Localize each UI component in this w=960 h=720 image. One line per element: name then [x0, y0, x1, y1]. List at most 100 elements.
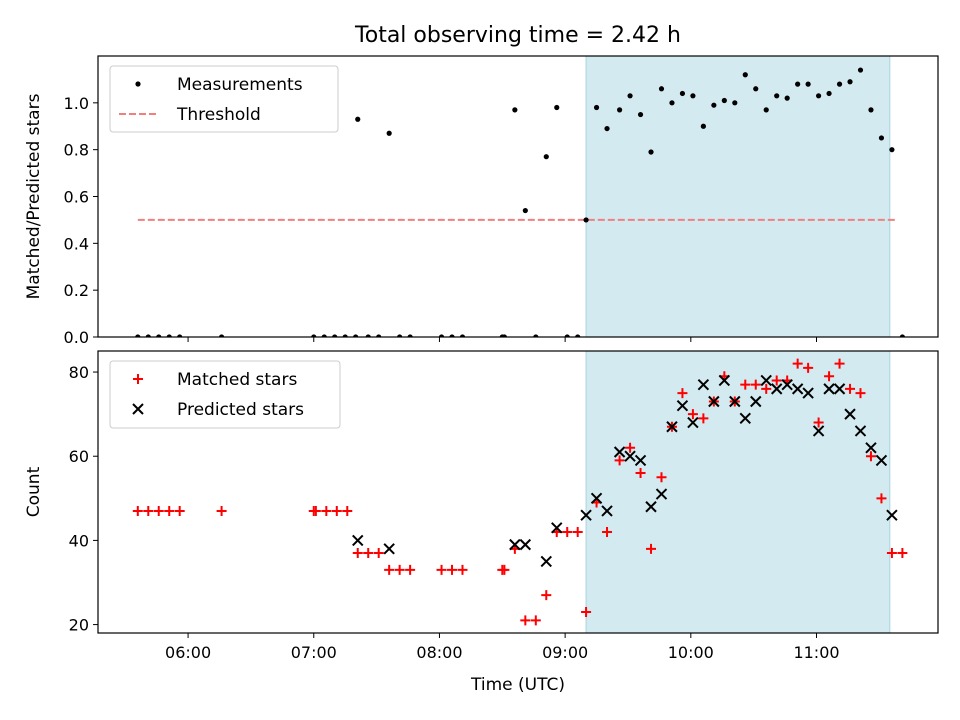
measurement-point	[386, 130, 392, 136]
matched-star-point	[792, 358, 803, 369]
measurement-point	[353, 334, 359, 337]
measurement-point	[449, 334, 455, 337]
matched-star-point	[394, 564, 405, 575]
measurement-point	[543, 154, 549, 160]
matched-star-point	[373, 548, 384, 559]
matched-star-point	[457, 564, 468, 575]
measurement-point	[637, 111, 644, 118]
matched-star-point	[646, 543, 657, 554]
measurement-point	[616, 107, 623, 113]
predicted-star-point	[718, 374, 731, 387]
measurement-point	[889, 147, 895, 153]
predicted-star-point	[580, 509, 592, 521]
y-tick-label: 60	[69, 447, 89, 466]
measurement-point	[135, 334, 141, 337]
predicted-star-point	[875, 454, 888, 467]
matched-star-point	[164, 505, 175, 516]
matched-star-point	[572, 526, 583, 537]
matched-star-point	[855, 388, 866, 399]
matched-star-point	[834, 358, 845, 369]
data-marks	[135, 67, 905, 337]
predicted-star-point	[750, 395, 762, 408]
observing-window-band	[585, 55, 891, 338]
matched-star-point	[153, 505, 164, 516]
measurement-point	[690, 93, 696, 99]
x-tick-label: 09:00	[542, 643, 588, 662]
predicted-star-point	[812, 425, 825, 437]
matched-star-point	[876, 493, 887, 504]
legend: Matched stars Predicted stars	[109, 360, 341, 429]
measurement-point	[857, 67, 864, 73]
x-tick-label: 10:00	[668, 643, 714, 662]
predicted-star-point	[352, 534, 364, 547]
matched-star-point	[143, 505, 154, 516]
legend-label: Threshold	[176, 105, 261, 125]
predicted-star-point	[645, 501, 657, 513]
matched-star-point	[813, 417, 824, 428]
measurement-point	[218, 334, 225, 337]
measurement-point	[365, 334, 371, 337]
measurement-point	[679, 90, 686, 97]
matched-star-point	[342, 505, 353, 516]
matched-star-point	[897, 548, 908, 559]
predicted-star-point	[823, 383, 835, 395]
predicted-star-point	[601, 505, 613, 517]
y-tick-label: 80	[69, 363, 89, 382]
measurement-point	[753, 86, 759, 92]
legend-marker-measurements	[135, 81, 141, 87]
matched-star-point	[803, 362, 814, 373]
measurement-point	[847, 79, 853, 85]
predicted-star-point	[676, 400, 689, 412]
matched-star-point	[656, 472, 667, 483]
matched-star-point	[581, 606, 592, 617]
predicted-star-point	[687, 416, 699, 429]
measurement-point	[836, 81, 843, 87]
matched-star-point	[352, 548, 363, 559]
y-axis-label: Matched/Predicted stars	[24, 93, 44, 299]
legend: Measurements Threshold	[109, 65, 339, 133]
y-axis-label: Count	[24, 466, 44, 517]
matched-star-point	[384, 564, 395, 575]
matched-star-point	[761, 383, 772, 394]
measurement-point	[459, 334, 466, 337]
predicted-star-point	[760, 374, 772, 387]
predicted-star-point	[624, 450, 636, 462]
measurement-point	[376, 334, 382, 337]
y-tick-label: 0.2	[64, 281, 89, 300]
y-tick-label: 1.0	[64, 94, 89, 113]
measurement-point	[604, 125, 610, 132]
matched-star-point	[886, 548, 897, 559]
measurement-point	[763, 107, 769, 113]
top-panel: 0.0 0.2 0.4 0.6 0.8 1.0 Matched/Predicted star…	[24, 55, 939, 347]
predicted-star-point	[509, 538, 521, 551]
matched-star-point	[132, 505, 143, 516]
predicted-star-point	[729, 395, 741, 408]
matched-star-point	[625, 442, 636, 453]
legend-marker-matched	[133, 374, 143, 384]
measurement-point	[899, 334, 905, 337]
y-tick-label: 40	[69, 531, 89, 550]
measurement-point	[732, 100, 738, 106]
x-tick-label: 07:00	[291, 643, 337, 662]
x-tick-label: 11:00	[793, 643, 839, 662]
measurement-point	[332, 334, 338, 337]
y-tick-label: 20	[69, 616, 89, 635]
measurement-point	[554, 104, 560, 111]
predicted-star-point	[854, 425, 867, 437]
predicted-star-point	[844, 408, 856, 420]
measurement-point	[795, 81, 801, 87]
predicted-star-point	[697, 378, 710, 391]
y-tick-label: 0.4	[64, 234, 89, 253]
matched-star-point	[824, 371, 835, 382]
matched-star-point	[687, 409, 698, 420]
measurement-point	[533, 334, 539, 337]
predicted-star-point	[791, 383, 804, 395]
measurement-point	[438, 334, 445, 337]
measurement-point	[878, 135, 885, 141]
x-tick-label: 08:00	[416, 643, 462, 662]
measurement-point	[593, 104, 600, 111]
measurement-point	[711, 102, 717, 108]
matched-star-point	[865, 451, 876, 462]
legend-frame	[109, 65, 339, 133]
matched-star-point	[562, 526, 573, 537]
